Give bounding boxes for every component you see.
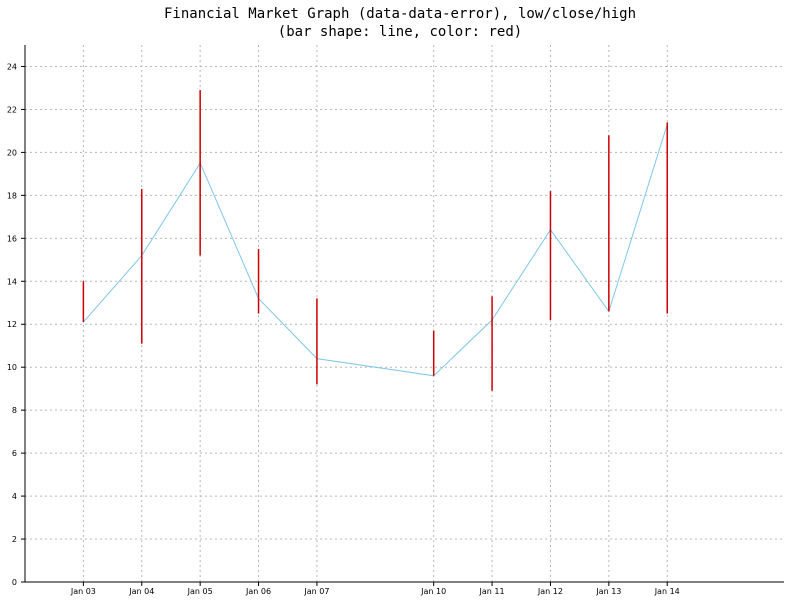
y-tick-label: 16 (7, 234, 17, 243)
y-tick-label: 0 (12, 578, 17, 587)
x-tick-label: Jan 06 (245, 587, 271, 596)
y-tick-label: 12 (7, 320, 17, 329)
x-tick-label: Jan 10 (420, 587, 446, 596)
chart-title: Financial Market Graph (data-data-error)… (163, 6, 636, 22)
x-tick-label: Jan 03 (70, 587, 96, 596)
close-series-line (83, 124, 668, 377)
y-tick-label: 6 (12, 449, 17, 458)
grid-layer (25, 45, 784, 582)
y-tick-label: 10 (7, 363, 17, 372)
y-tick-label: 4 (12, 492, 17, 501)
x-tick-label: Jan 13 (595, 587, 621, 596)
y-tick-label: 14 (7, 277, 17, 286)
x-tick-label: Jan 04 (128, 587, 154, 596)
y-tick-label: 2 (12, 535, 17, 544)
close-line-layer (82, 123, 668, 377)
y-tick-label: 24 (7, 62, 17, 71)
axes-layer (21, 45, 784, 586)
y-tick-label: 20 (7, 148, 17, 157)
chart-subtitle: (bar shape: line, color: red) (277, 24, 523, 40)
y-tick-label: 22 (7, 105, 17, 114)
x-tick-label: Jan 05 (187, 587, 213, 596)
chart-title-block: Financial Market Graph (data-data-error)… (0, 5, 800, 41)
x-tick-label: Jan 12 (537, 587, 563, 596)
x-tick-label: Jan 07 (303, 587, 329, 596)
y-tick-label: 8 (12, 406, 17, 415)
x-tick-label: Jan 14 (654, 587, 680, 596)
x-tick-label: Jan 11 (479, 587, 505, 596)
range-bars-layer (82, 90, 668, 391)
y-tick-label: 18 (7, 191, 17, 200)
